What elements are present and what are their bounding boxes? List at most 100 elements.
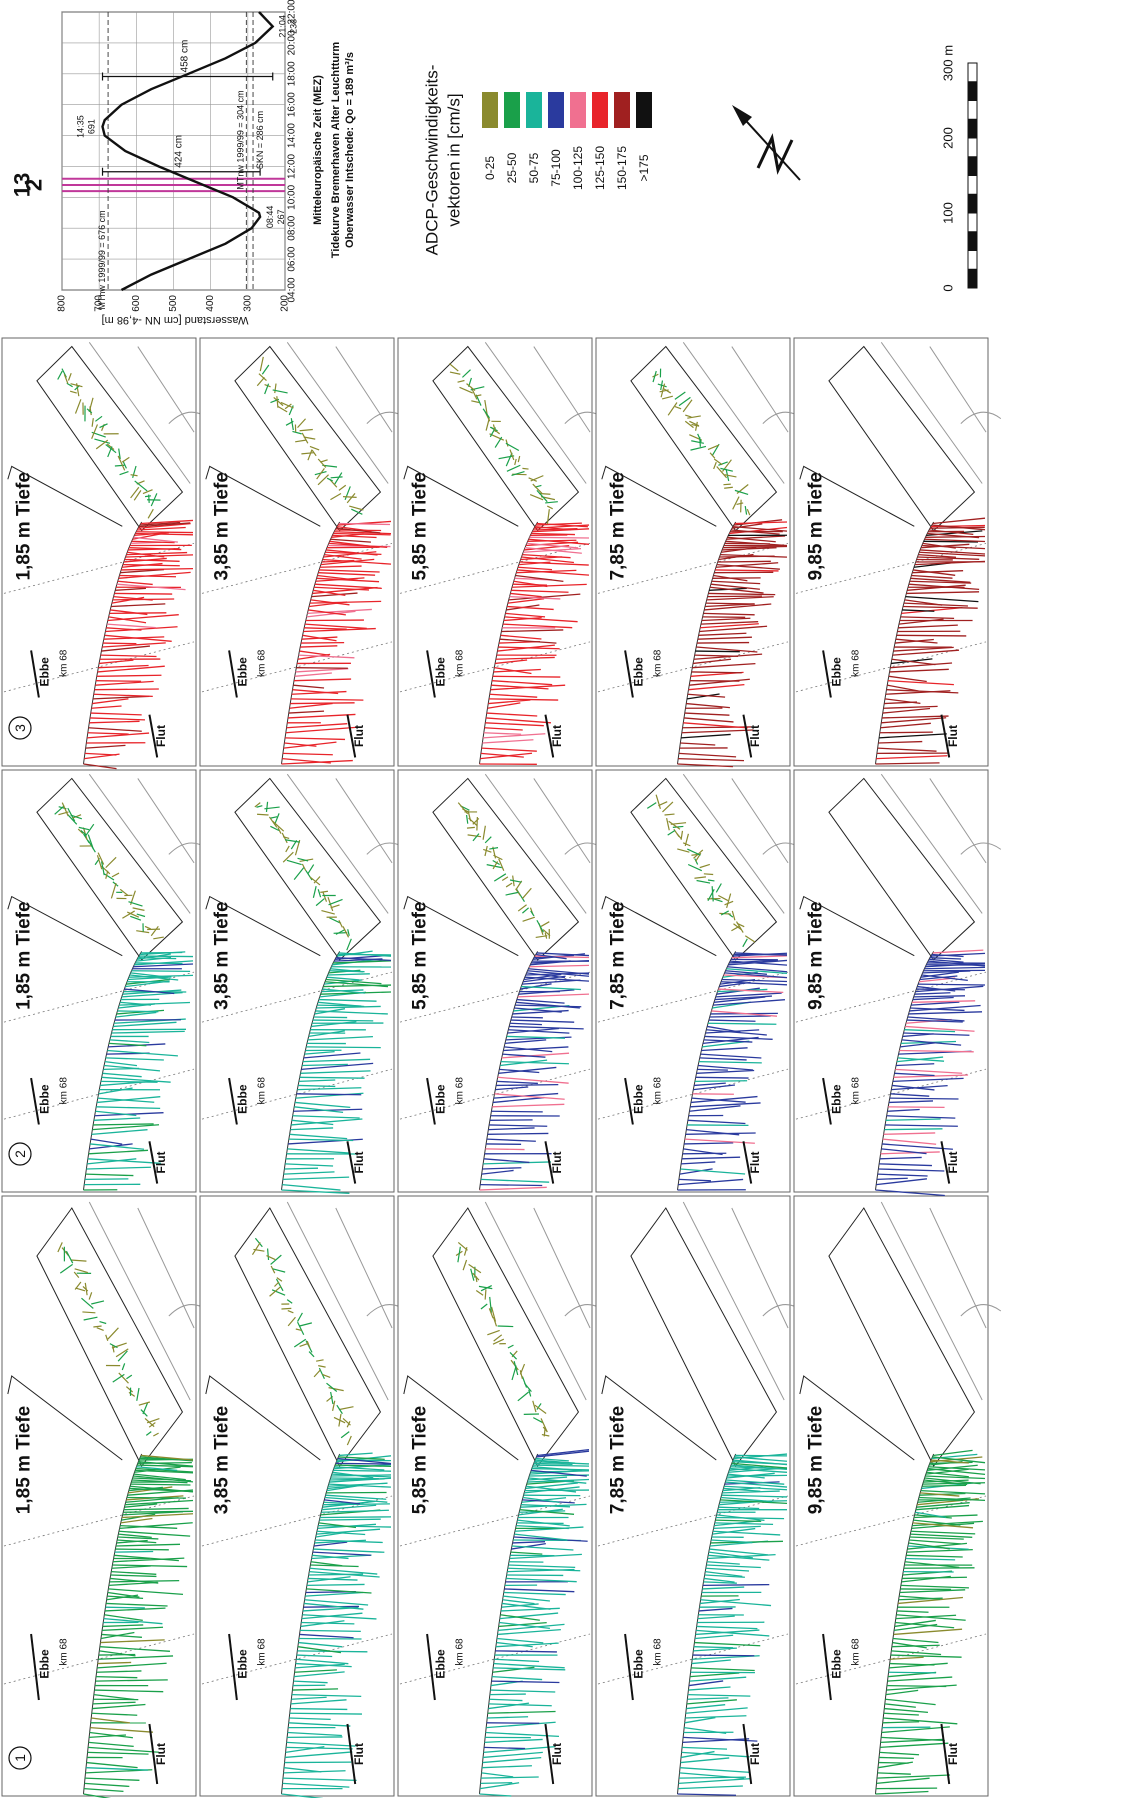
velocity-vector: [887, 1676, 953, 1682]
velocity-vector: [722, 545, 788, 549]
velocity-vector: [499, 1621, 550, 1629]
velocity-vector: [716, 563, 780, 570]
quay-outline: [880, 341, 1002, 484]
velocity-vector: [512, 1541, 546, 1544]
extreme-value: 691: [87, 119, 97, 134]
harbour-vector: [308, 1351, 315, 1358]
harbour-vector: [517, 455, 521, 463]
x-tick-label: 16:00: [286, 92, 297, 117]
velocity-vector: [921, 544, 986, 550]
velocity-vector: [110, 609, 148, 616]
x-tick-label: 14:00: [286, 123, 297, 148]
velocity-vector: [685, 1715, 747, 1719]
pier: [205, 895, 321, 957]
velocity-vector: [732, 525, 788, 532]
legend-label: 125-150: [593, 146, 607, 190]
scale-segment: [967, 231, 978, 251]
velocity-vector: [296, 667, 348, 669]
velocity-vector: [678, 1178, 744, 1186]
harbour-vector: [522, 467, 529, 470]
velocity-vector: [894, 1072, 935, 1077]
velocity-vector: [907, 1542, 968, 1550]
harbour-vector: [534, 1404, 547, 1414]
velocity-vector: [104, 1614, 143, 1622]
harbour-vector: [301, 863, 307, 871]
tide-direction: [624, 650, 634, 698]
velocity-vector: [289, 1133, 348, 1140]
velocity-vector: [107, 1591, 140, 1598]
velocity-vector: [481, 1765, 532, 1769]
harbour-vector: [320, 459, 328, 463]
pier: [799, 895, 915, 957]
harbour-vector: [266, 1248, 270, 1261]
velocity-vector: [908, 1542, 950, 1550]
velocity-vector: [715, 992, 782, 998]
velocity-vector: [83, 1793, 112, 1798]
harbour-vector: [270, 1265, 276, 1274]
velocity-vector: [92, 1701, 136, 1705]
harbour-vector: [505, 442, 520, 452]
velocity-vector: [287, 1148, 350, 1154]
harbour-vector: [133, 490, 142, 501]
velocity-vector: [700, 623, 759, 629]
velocity-vector: [298, 654, 355, 659]
scale-label: 100: [941, 202, 956, 224]
ebbe-label: Ebbe: [434, 1649, 448, 1679]
velocity-vector: [680, 1750, 715, 1759]
scale-label: 0: [941, 284, 956, 291]
velocity-vector: [714, 1522, 774, 1526]
velocity-vector: [709, 586, 764, 594]
ebbe-label: Ebbe: [434, 1084, 448, 1114]
velocity-vector: [312, 1551, 371, 1556]
velocity-vector: [91, 1129, 148, 1135]
velocity-vector: [879, 1756, 914, 1760]
km-label: km 68: [257, 1077, 268, 1105]
harbour-vector: [105, 870, 109, 879]
group-label: 3: [12, 724, 28, 732]
velocity-vector: [118, 1533, 152, 1539]
depth-label: 5,85 m Tiefe: [410, 1406, 431, 1514]
legend-swatch: [614, 92, 630, 128]
velocity-vector: [323, 1501, 357, 1505]
y-tick-label: 700: [94, 295, 105, 312]
velocity-vector: [502, 623, 573, 629]
velocity-vector: [481, 1772, 514, 1778]
velocity-vector: [683, 1148, 723, 1156]
velocity-vector: [297, 1087, 362, 1091]
velocity-vector: [501, 1052, 570, 1059]
harbour-vector: [315, 898, 325, 907]
flut-label: Flut: [154, 725, 168, 747]
velocity-vector: [893, 646, 954, 652]
velocity-vector: [337, 1457, 392, 1465]
harbour-vector: [74, 1281, 82, 1290]
velocity-vector: [318, 572, 376, 576]
velocity-vector: [120, 568, 165, 574]
velocity-vector: [911, 1000, 976, 1003]
velocity-vector: [123, 1507, 189, 1511]
tide-direction: [30, 1633, 40, 1701]
velocity-vector: [102, 642, 137, 645]
velocity-vector: [517, 1519, 570, 1527]
velocity-vector: [479, 1782, 520, 1790]
time-marker-label: 2: [22, 179, 47, 191]
velocity-vector: [714, 995, 772, 1001]
harbour-vector: [106, 443, 115, 451]
velocity-vector: [526, 972, 565, 979]
velocity-vector: [483, 732, 522, 735]
velocity-vector: [86, 1761, 138, 1769]
map-panel: [793, 769, 1002, 1197]
north-arrow-head: [732, 105, 752, 126]
velocity-vector: [924, 1477, 981, 1485]
extreme-value: 267: [276, 209, 286, 224]
velocity-vector: [910, 1530, 976, 1535]
velocity-vector: [709, 1548, 769, 1556]
harbour-vector: [274, 1281, 280, 1287]
harbour-outline: [630, 345, 778, 532]
quay-outline: [880, 773, 1002, 914]
harbour-vector: [519, 1370, 524, 1379]
harbour-vector: [544, 932, 548, 939]
velocity-vector: [692, 1654, 755, 1657]
velocity-vector: [290, 1699, 347, 1705]
legend-swatch: [570, 92, 586, 128]
velocity-vector: [917, 556, 980, 560]
